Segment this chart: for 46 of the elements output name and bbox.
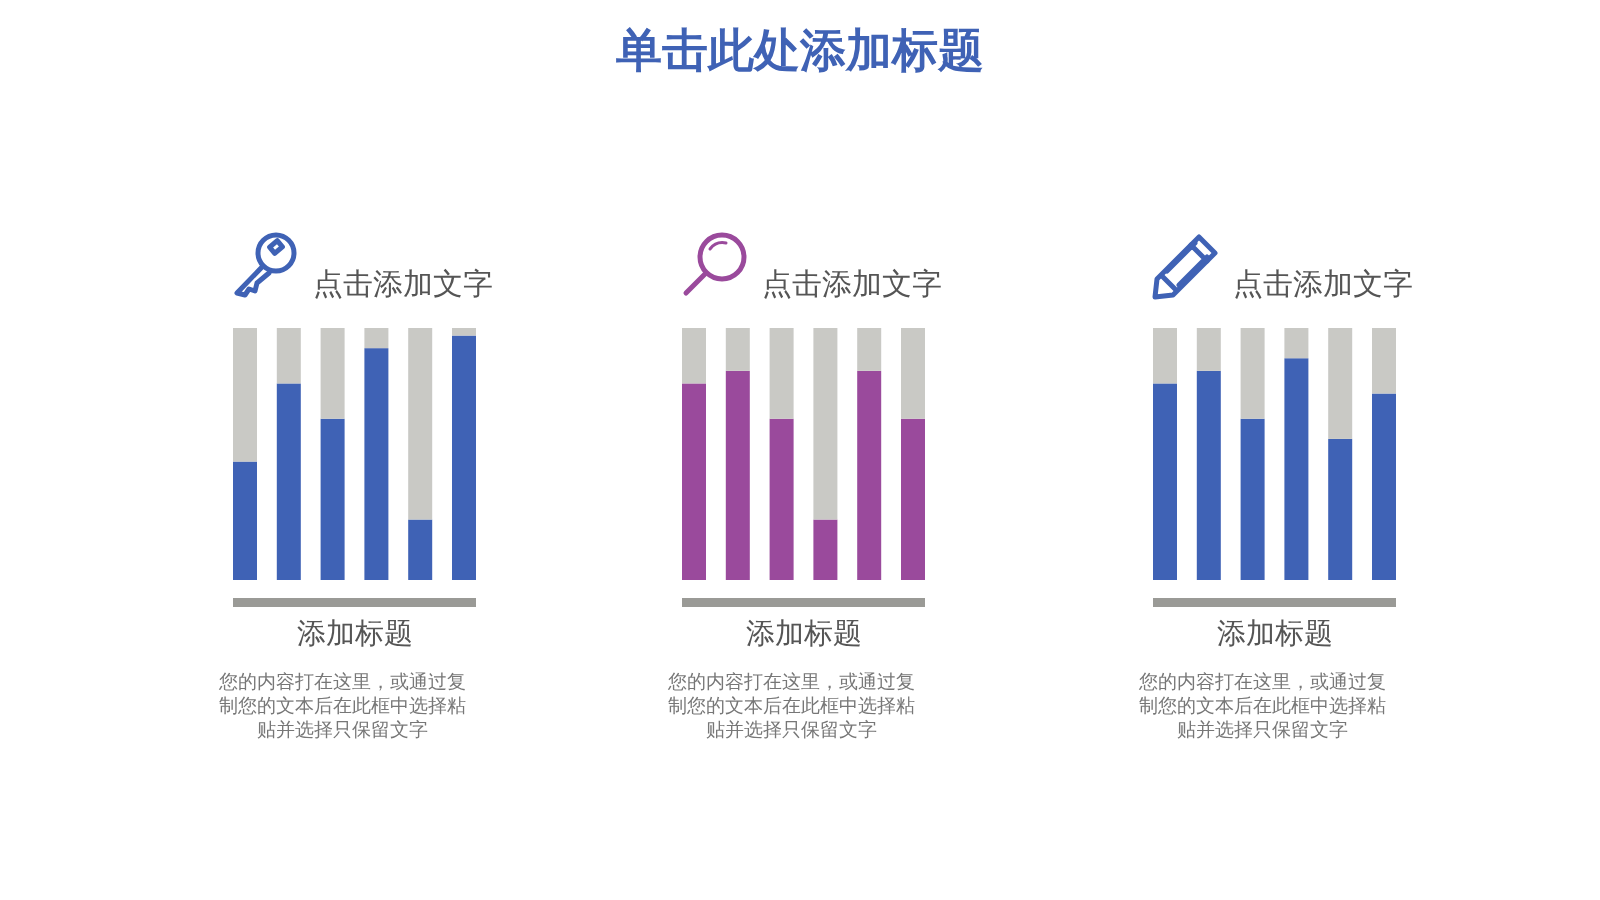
bar [1284,358,1309,580]
text: 添加标题 [1215,615,1334,652]
bar [1372,393,1396,580]
bar [1196,328,1221,371]
bar [276,328,301,384]
text: 您的内容打在这里，或通过复制您的文本后在此框中选择粘贴并选择只保留文字 [667,669,916,741]
bar [813,328,838,520]
bar [1284,328,1309,359]
bar [857,370,882,580]
bar [452,328,476,336]
bar [233,461,257,580]
bar [857,328,882,371]
text: 您的内容打在这里，或通过复制您的文本后在此框中选择粘贴并选择只保留文字 [1138,669,1387,741]
chart-title: 点击添加文字 [313,265,493,303]
bar [1240,418,1265,580]
bar [408,519,433,580]
bar [320,418,345,580]
bar [1372,328,1396,394]
bar [682,383,706,580]
bar [1240,328,1265,419]
bar [769,418,794,580]
bar [901,328,925,419]
bar [725,328,750,371]
chart-title: 点击添加文字 [762,265,942,303]
text: 单击此处添加标题 [615,22,985,79]
bar [1328,328,1353,439]
bar [1328,438,1353,580]
text: 添加标题 [295,615,414,652]
bar [813,519,838,580]
bar [408,328,433,520]
bar [233,328,257,462]
bar [901,418,925,580]
text: 您的内容打在这里，或通过复制您的文本后在此框中选择粘贴并选择只保留文字 [218,669,467,741]
bar [364,348,389,580]
bar [276,383,301,580]
chart-title: 点击添加文字 [1233,265,1413,303]
bar [452,335,476,580]
bar [682,328,706,384]
bar [1153,328,1177,384]
bar [364,328,389,349]
bar [769,328,794,419]
text: 添加标题 [744,615,863,652]
bar [1196,370,1221,580]
bar [725,370,750,580]
bar [1153,383,1177,580]
bar [320,328,345,419]
